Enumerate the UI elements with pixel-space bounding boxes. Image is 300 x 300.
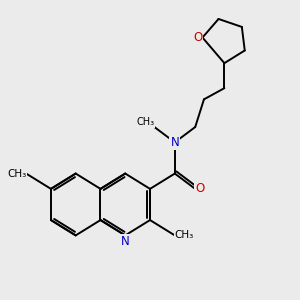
Text: CH₃: CH₃ — [136, 117, 155, 127]
Text: O: O — [193, 31, 203, 44]
Text: O: O — [195, 182, 205, 195]
Text: CH₃: CH₃ — [7, 169, 26, 178]
Text: N: N — [170, 136, 179, 149]
Text: N: N — [121, 236, 130, 248]
Text: CH₃: CH₃ — [175, 230, 194, 240]
